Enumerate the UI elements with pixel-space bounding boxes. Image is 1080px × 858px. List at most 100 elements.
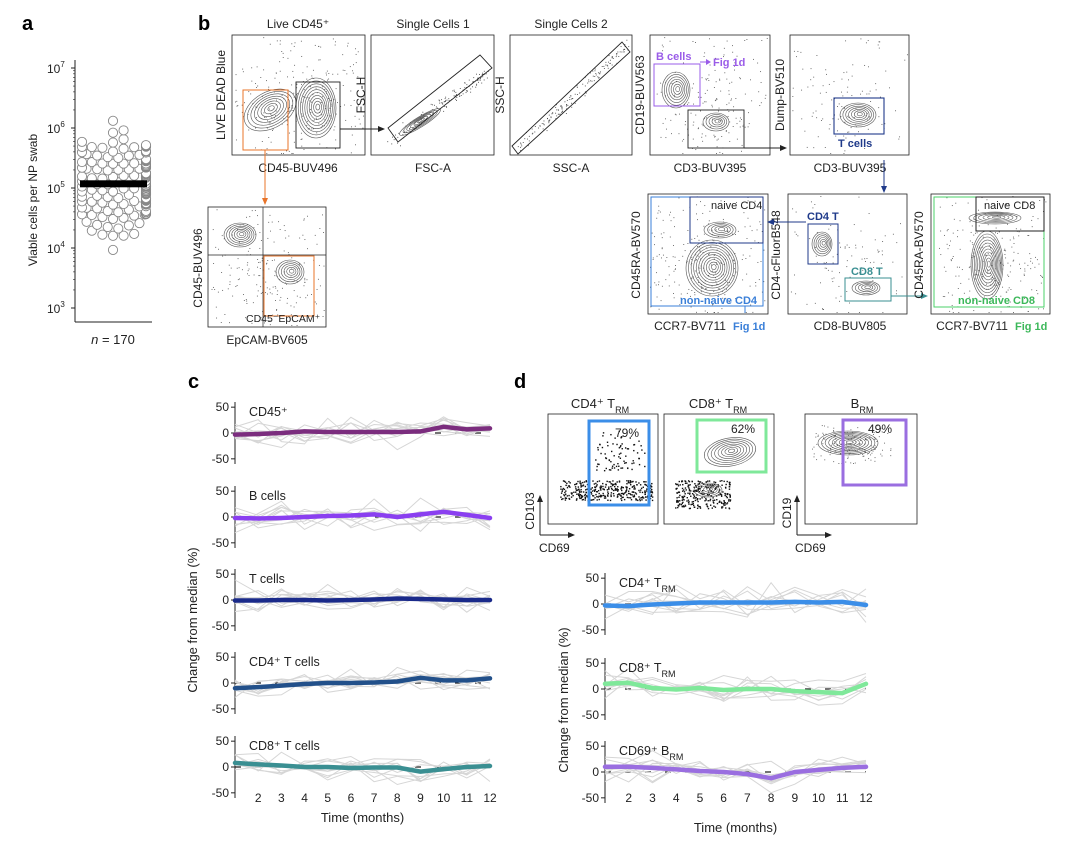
event-dot xyxy=(309,108,311,110)
event-dot xyxy=(664,37,666,39)
event-dot xyxy=(1027,310,1029,312)
event-dot xyxy=(306,215,308,217)
event-dot xyxy=(1013,238,1015,240)
event-dot xyxy=(868,213,870,215)
event-dot xyxy=(822,85,824,87)
event-dot xyxy=(352,70,354,72)
tick-base: 10 xyxy=(47,302,61,316)
event-dot xyxy=(1031,289,1033,291)
event-dot xyxy=(559,113,561,115)
event-dot xyxy=(609,499,612,502)
event-dot xyxy=(993,205,995,207)
event-dot xyxy=(307,128,309,130)
xtick-label: 4 xyxy=(301,791,308,805)
event-dot xyxy=(706,505,708,507)
event-dot xyxy=(333,129,335,131)
contour-level xyxy=(253,95,287,123)
event-dot xyxy=(821,103,823,105)
event-dot xyxy=(650,306,652,308)
event-dot xyxy=(608,61,610,63)
event-dot xyxy=(637,499,639,502)
event-dot xyxy=(688,488,691,491)
event-dot xyxy=(576,85,578,87)
event-dot xyxy=(577,480,579,483)
event-dot xyxy=(717,138,719,140)
event-dot xyxy=(662,219,664,221)
event-dot xyxy=(319,118,321,119)
event-dot xyxy=(713,483,716,486)
event-dot xyxy=(546,117,548,119)
flow-title-live: Live CD45⁺ xyxy=(267,17,329,31)
sub-ytick-label: 50 xyxy=(586,739,600,753)
event-dot xyxy=(552,112,554,114)
event-dot xyxy=(592,480,594,482)
event-dot xyxy=(531,128,533,130)
event-dot xyxy=(579,482,581,484)
event-dot xyxy=(616,54,618,56)
event-dot xyxy=(713,481,715,483)
event-dot xyxy=(565,484,567,487)
event-dot xyxy=(267,88,269,90)
event-dot xyxy=(688,487,690,489)
gate-single1 xyxy=(387,54,493,143)
contour-epcam-top xyxy=(223,222,257,248)
event-dot xyxy=(951,205,953,207)
event-dot xyxy=(959,266,960,268)
event-dot xyxy=(597,72,599,74)
event-dot xyxy=(251,210,253,212)
event-dot xyxy=(316,92,318,94)
event-dot xyxy=(293,279,295,281)
event-dot xyxy=(968,267,970,269)
event-dot xyxy=(524,138,526,140)
event-dot xyxy=(868,93,870,95)
event-dot xyxy=(691,480,693,483)
event-dot xyxy=(458,94,460,96)
event-dot xyxy=(342,54,344,56)
event-dot xyxy=(588,81,590,83)
event-dot xyxy=(580,486,582,488)
event-dot xyxy=(242,71,244,73)
contour-live-right xyxy=(295,77,337,139)
event-dot xyxy=(362,127,364,129)
event-dot xyxy=(477,77,479,79)
event-dot xyxy=(259,247,261,249)
event-dot xyxy=(1028,235,1030,237)
event-dot xyxy=(347,45,349,47)
event-dot xyxy=(719,500,721,502)
event-dot xyxy=(865,42,867,44)
event-dot xyxy=(249,248,251,249)
contour-level xyxy=(675,86,681,93)
event-dot xyxy=(705,78,707,80)
event-dot xyxy=(868,458,870,460)
event-dot xyxy=(729,140,731,142)
event-dot xyxy=(979,247,981,249)
event-dot xyxy=(654,236,656,238)
sub-ytick-label: 50 xyxy=(216,734,230,748)
event-dot xyxy=(301,55,303,57)
xtick-label: 10 xyxy=(812,791,826,805)
event-dot xyxy=(256,66,258,68)
contour-level xyxy=(703,256,724,278)
event-dot xyxy=(570,492,573,494)
event-dot xyxy=(618,481,621,483)
event-dot xyxy=(630,499,633,501)
event-dot xyxy=(660,300,662,302)
event-dot xyxy=(688,484,690,487)
sample-dot xyxy=(102,205,113,217)
event-dot xyxy=(698,127,700,129)
event-dot xyxy=(720,262,722,264)
event-dot xyxy=(735,298,737,300)
event-dot xyxy=(321,114,323,116)
sample-dot xyxy=(129,158,140,169)
event-dot xyxy=(611,488,613,491)
event-dot xyxy=(680,480,683,483)
event-dot xyxy=(683,244,685,245)
event-dot xyxy=(612,480,614,482)
event-dot xyxy=(880,263,882,265)
event-dot xyxy=(287,252,289,254)
event-dot xyxy=(578,490,581,492)
event-dot xyxy=(448,98,450,100)
individual-trace xyxy=(234,416,491,440)
event-dot xyxy=(627,492,630,495)
event-dot xyxy=(824,459,826,461)
